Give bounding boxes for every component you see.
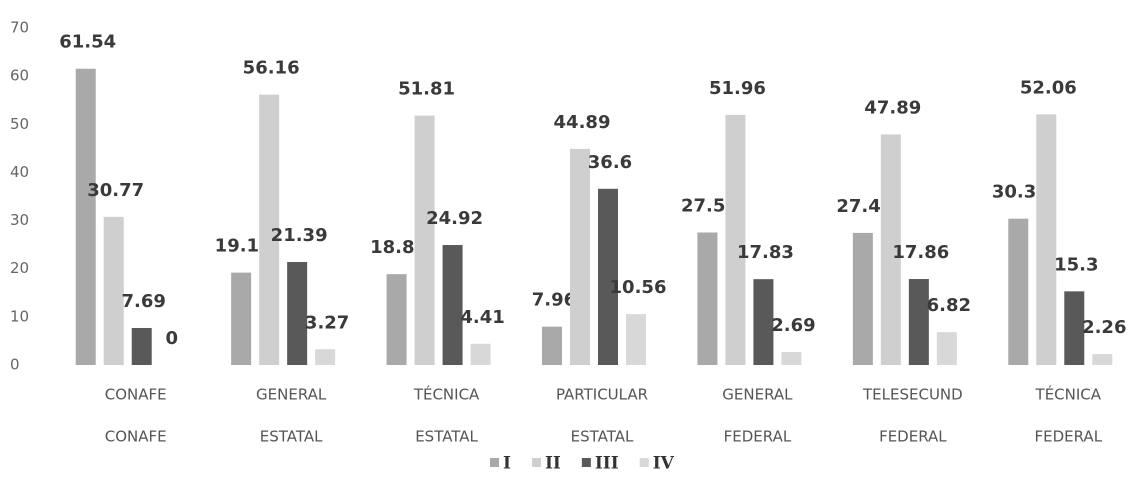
legend-label: IV <box>653 454 675 474</box>
value-label: 30.39 <box>992 182 1049 203</box>
legend-swatch <box>490 458 499 467</box>
value-label: 30.77 <box>87 180 144 201</box>
legend-swatch <box>581 458 591 467</box>
bar <box>414 115 435 365</box>
bar <box>442 245 463 365</box>
bar <box>131 327 152 365</box>
bar <box>1008 218 1029 365</box>
value-label: 47.89 <box>864 97 921 118</box>
value-label: 19.19 <box>215 236 272 257</box>
x-tick-label: ESTATAL <box>415 428 478 446</box>
value-label: 4.41 <box>460 307 504 328</box>
x-tick-label: TELESECUND <box>862 386 963 404</box>
y-tick-label: 70 <box>10 19 29 37</box>
value-label: 3.27 <box>305 312 349 333</box>
value-label: 44.89 <box>554 112 611 133</box>
value-label: 27.44 <box>836 196 893 217</box>
bar <box>75 68 96 366</box>
bar <box>598 188 618 365</box>
legend-label: II <box>545 454 561 474</box>
bar <box>315 349 336 365</box>
bar <box>287 262 308 365</box>
bar <box>470 343 491 365</box>
value-label: 15.3 <box>1054 254 1098 275</box>
value-label: 10.56 <box>610 277 667 298</box>
bar <box>542 326 562 365</box>
value-label: 24.92 <box>426 208 483 229</box>
bar <box>936 332 957 365</box>
value-label: 27.52 <box>681 196 738 217</box>
x-tick-label: TÉCNICA <box>1035 385 1102 404</box>
x-tick-label: TÉCNICA <box>413 385 480 404</box>
y-tick-label: 60 <box>10 67 29 85</box>
bar <box>1036 114 1057 365</box>
legend-label: I <box>503 454 511 474</box>
value-label: 17.86 <box>892 242 949 263</box>
bar <box>880 134 901 365</box>
value-label: 2.69 <box>771 315 815 336</box>
value-label: 7.69 <box>122 291 166 312</box>
value-label: 52.06 <box>1020 77 1077 98</box>
bar <box>570 148 590 365</box>
x-tick-label: FEDERAL <box>1034 428 1102 446</box>
value-label: 6.82 <box>927 295 971 316</box>
x-tick-label: FEDERAL <box>724 428 792 446</box>
bar <box>103 216 124 365</box>
value-label: 18.87 <box>370 237 427 258</box>
x-tick-label: FEDERAL <box>879 428 947 446</box>
value-label: 21.39 <box>271 225 328 246</box>
x-tick-label: GENERAL <box>722 386 793 404</box>
value-label: 51.81 <box>398 79 455 100</box>
y-tick-label: 30 <box>10 211 29 229</box>
value-label: 36.6 <box>588 152 632 173</box>
bar <box>1092 354 1113 365</box>
value-label: 61.54 <box>59 32 116 53</box>
legend-label: III <box>595 454 619 474</box>
y-tick-label: 20 <box>10 259 29 277</box>
bar <box>697 232 718 365</box>
y-tick-label: 10 <box>10 307 29 325</box>
legend-swatch <box>639 458 649 467</box>
bar <box>231 272 252 365</box>
y-tick-label: 40 <box>10 163 29 181</box>
x-tick-label: CONAFE <box>105 386 167 404</box>
bar <box>259 94 280 366</box>
value-label: 7.96 <box>532 290 576 311</box>
bar <box>753 279 774 365</box>
bar <box>908 279 929 365</box>
y-tick-label: 0 <box>10 356 20 374</box>
bar <box>725 114 746 365</box>
value-label: 51.96 <box>709 78 766 99</box>
x-tick-label: ESTATAL <box>571 428 634 446</box>
y-tick-label: 50 <box>10 115 29 133</box>
bar <box>1064 291 1085 365</box>
bar <box>852 232 873 365</box>
legend-swatch <box>531 458 541 467</box>
x-tick-label: PARTICULAR <box>556 386 648 404</box>
bar <box>386 274 407 365</box>
value-label: 56.16 <box>243 58 300 79</box>
x-tick-label: ESTATAL <box>260 428 323 446</box>
bar <box>781 352 802 365</box>
x-tick-label: GENERAL <box>256 386 327 404</box>
bar <box>626 314 646 365</box>
value-label: 17.83 <box>737 242 794 263</box>
x-tick-label: CONAFE <box>105 428 167 446</box>
value-label: 2.26 <box>1082 317 1126 338</box>
value-label: 0 <box>165 328 178 349</box>
